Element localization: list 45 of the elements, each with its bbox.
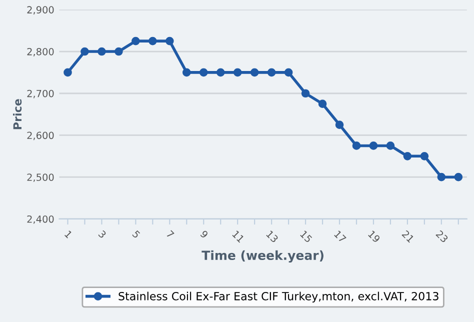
point: [352, 142, 361, 150]
point: [165, 36, 174, 46]
y-tick-label: 2,600: [27, 132, 54, 140]
point: [403, 152, 412, 160]
point: [318, 100, 327, 108]
point: [114, 47, 123, 56]
point: [335, 120, 344, 129]
point: [182, 68, 191, 77]
x-tick-label: 17: [334, 230, 346, 243]
y-tick-label: 2,700: [27, 90, 54, 98]
point: [132, 36, 140, 46]
x-tick-label: 23: [436, 230, 448, 243]
point: [148, 36, 157, 46]
point: [420, 152, 429, 160]
point: [80, 47, 89, 56]
point: [454, 172, 463, 182]
x-tick-label: 21: [402, 230, 414, 243]
x-tick-label: 19: [368, 230, 381, 243]
point: [98, 47, 106, 56]
x-tick-label: 5: [132, 230, 140, 238]
x-tick-label: 15: [300, 230, 312, 243]
y-axis-title: Price: [13, 99, 22, 130]
point: [64, 68, 72, 77]
x-tick-label: 13: [266, 230, 279, 243]
legend-label: Stainless Coil Ex-Far East CIF Turkey,mton, excl.VAT, 2013: [118, 292, 438, 303]
y-tick-label: 2,800: [27, 48, 54, 56]
x-tick-label: 1: [64, 230, 72, 238]
y-tick-label: 2,900: [27, 6, 54, 14]
point: [199, 68, 208, 77]
x-tick-label: 11: [232, 230, 244, 243]
x-tick-label: 7: [166, 230, 174, 238]
point: [301, 89, 310, 98]
x-tick-label: 9: [200, 230, 209, 239]
y-tick-label: 2,400: [27, 215, 54, 224]
point: [250, 68, 259, 77]
point: [369, 142, 378, 150]
point: [386, 142, 395, 150]
y-tick-label: 2,500: [27, 174, 54, 182]
point: [233, 68, 242, 77]
point: [216, 68, 225, 77]
x-tick-label: 3: [98, 230, 107, 239]
point: [267, 68, 276, 77]
point: [284, 68, 293, 77]
point: [437, 172, 446, 182]
x-axis-title: Time (week.year): [202, 250, 324, 263]
